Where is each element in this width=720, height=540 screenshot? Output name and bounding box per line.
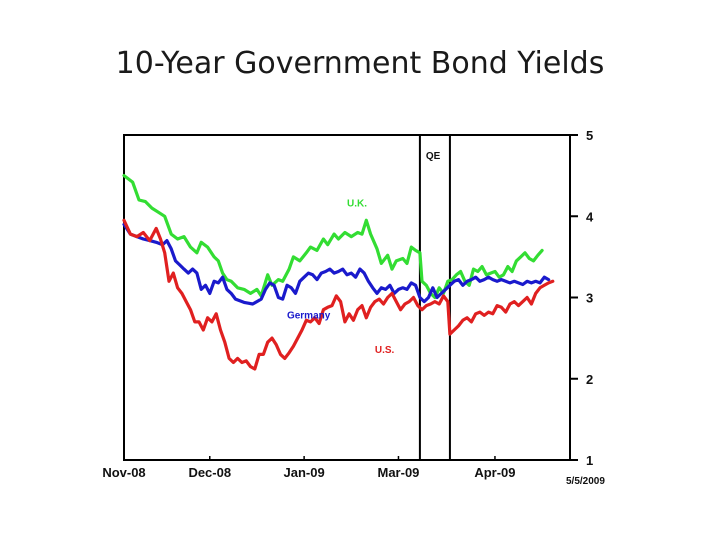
x-tick-label: Jan-09 <box>284 465 325 480</box>
y-tick-label: 3 <box>586 291 593 306</box>
y-tick-label: 4 <box>586 209 594 224</box>
x-tick-label: Apr-09 <box>474 465 515 480</box>
y-tick-label: 5 <box>586 128 593 143</box>
series-line-us <box>122 218 555 371</box>
series-labels: U.K. Germany U.S. <box>287 199 395 356</box>
qe-label: QE <box>426 151 441 162</box>
plot-area-border <box>123 134 571 461</box>
series-line-uk <box>122 174 544 300</box>
y-axis: 1 2 3 4 5 <box>570 128 594 468</box>
series-label-uk: U.K. <box>347 199 367 210</box>
x-axis: Nov-08 Dec-08 Jan-09 Mar-09 Apr-09 <box>102 456 516 480</box>
date-note: 5/5/2009 <box>566 476 605 487</box>
series-label-us: U.S. <box>375 345 395 356</box>
y-tick-label: 1 <box>586 453 593 468</box>
series-line-germany <box>122 222 551 306</box>
series-layer <box>122 174 555 371</box>
x-tick-label: Dec-08 <box>188 465 231 480</box>
x-tick-label: Mar-09 <box>378 465 420 480</box>
series-label-germany: Germany <box>287 311 331 322</box>
x-tick-label: Nov-08 <box>102 465 145 480</box>
chart-title: 10-Year Government Bond Yields <box>115 46 605 81</box>
y-tick-label: 2 <box>586 372 593 387</box>
